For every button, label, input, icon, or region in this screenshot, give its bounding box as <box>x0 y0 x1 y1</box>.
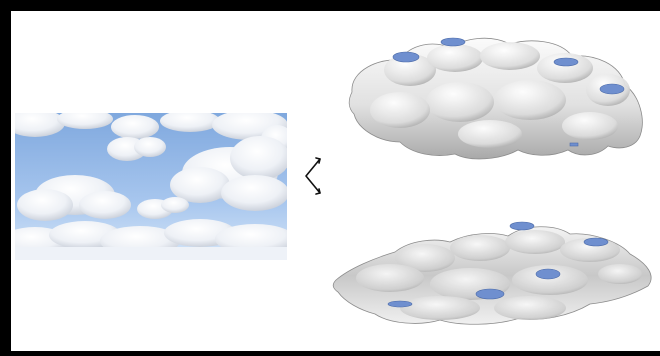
cloud-sky-photo <box>15 113 287 260</box>
double-headed-arrow-icon <box>305 157 321 195</box>
3d-cloud-surface-model-bottom <box>332 221 652 325</box>
3d-cloud-surface-model-top <box>348 37 643 160</box>
